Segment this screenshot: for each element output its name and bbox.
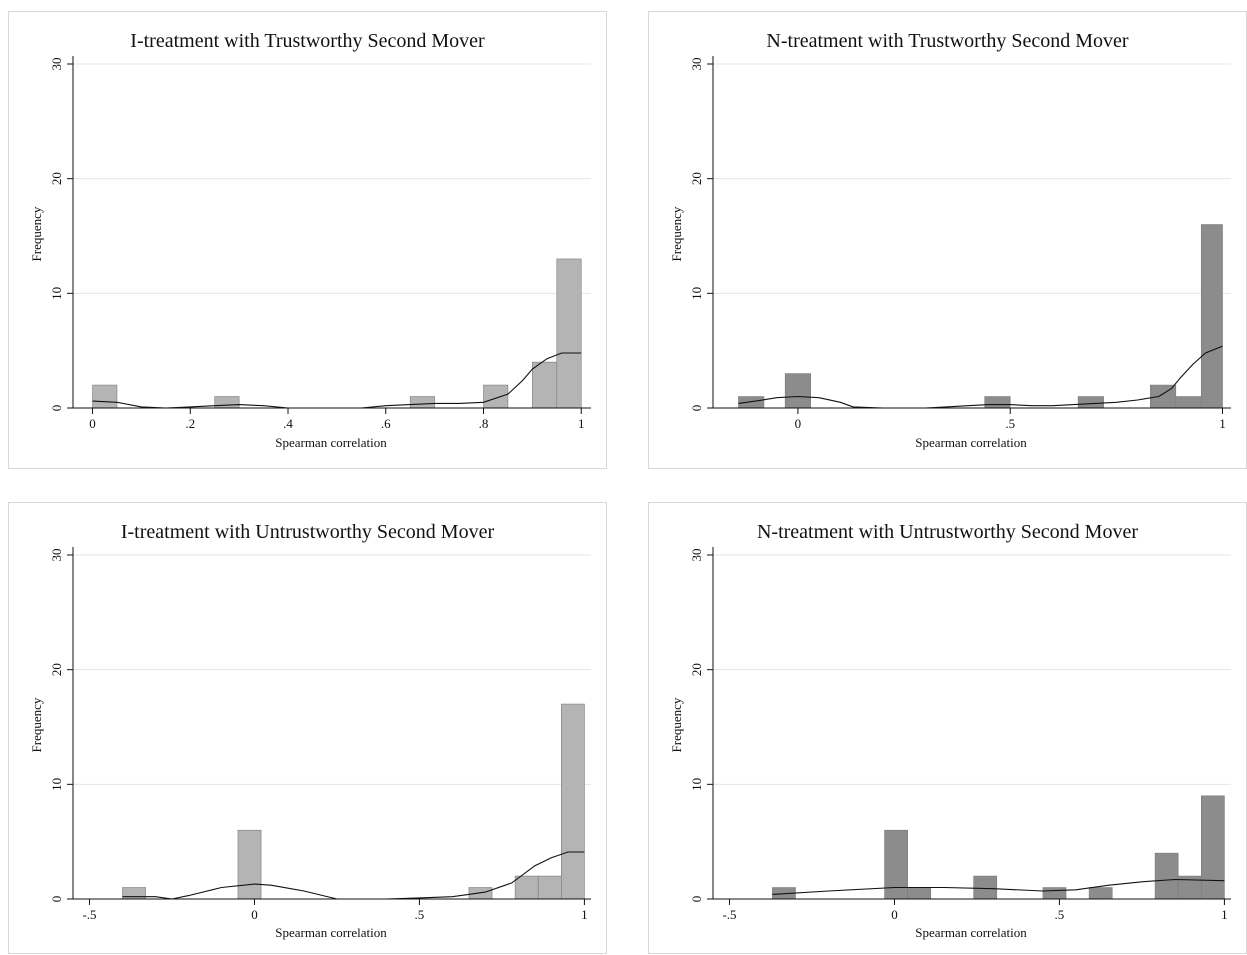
y-tick-label: 10 xyxy=(49,778,64,791)
histogram-panel-n-untrustworthy: N-treatment with Untrustworthy Second Mo… xyxy=(648,502,1247,954)
chart-title: I-treatment with Untrustworthy Second Mo… xyxy=(120,521,495,543)
y-tick-label: 0 xyxy=(49,405,64,412)
y-tick-label: 30 xyxy=(49,549,64,562)
histogram-bar xyxy=(237,829,262,900)
x-tick-label: 0 xyxy=(795,416,802,431)
histogram-bar xyxy=(1201,795,1225,900)
x-tick-label: 1 xyxy=(578,416,585,431)
y-axis-title: Frequency xyxy=(669,206,684,262)
y-tick-label: 20 xyxy=(49,663,64,676)
x-axis-title: Spearman correlation xyxy=(915,925,1027,940)
histogram-panel-i-untrustworthy: I-treatment with Untrustworthy Second Mo… xyxy=(8,502,607,954)
x-tick-label: 0 xyxy=(89,416,96,431)
x-tick-label: -.5 xyxy=(82,907,96,922)
histogram-plot: 0 10 20 30 -.5 0 .5 1 xyxy=(49,547,591,922)
x-tick-label: -.5 xyxy=(722,907,736,922)
y-tick-label: 30 xyxy=(689,58,704,71)
x-axis-title: Spearman correlation xyxy=(275,925,387,940)
x-tick-label: .5 xyxy=(1005,416,1015,431)
x-tick-label: .2 xyxy=(185,416,195,431)
histogram-bar xyxy=(409,396,435,409)
y-tick-label: 0 xyxy=(49,896,64,903)
histogram-bar xyxy=(984,396,1011,409)
histogram-panel-n-trustworthy: N-treatment with Trustworthy Second Move… xyxy=(648,11,1247,469)
histogram-bar xyxy=(784,373,811,409)
density-curve xyxy=(738,345,1223,409)
y-axis-title: Frequency xyxy=(29,697,44,753)
histogram-bar xyxy=(537,875,562,900)
y-axis-title: Frequency xyxy=(669,697,684,753)
histogram-bar xyxy=(561,703,585,900)
y-tick-label: 10 xyxy=(689,287,704,300)
y-tick-label: 20 xyxy=(689,663,704,676)
x-tick-label: .4 xyxy=(283,416,293,431)
x-tick-label: 0 xyxy=(891,907,898,922)
histogram-plot: 0 10 20 30 0 .5 1 xyxy=(689,56,1231,431)
histogram-bar xyxy=(214,396,240,409)
histogram-bar xyxy=(1200,224,1223,409)
histogram-bar xyxy=(556,258,582,409)
y-tick-label: 0 xyxy=(689,896,704,903)
histogram-bar xyxy=(907,887,932,900)
y-tick-label: 10 xyxy=(49,287,64,300)
histogram-bar xyxy=(973,875,998,900)
y-tick-label: 30 xyxy=(49,58,64,71)
y-tick-label: 20 xyxy=(49,172,64,185)
x-tick-label: 0 xyxy=(251,907,258,922)
x-tick-label: .5 xyxy=(1055,907,1065,922)
histogram-panel-i-trustworthy: I-treatment with Trustworthy Second Move… xyxy=(8,11,607,469)
histogram-bar xyxy=(1154,852,1179,900)
y-tick-label: 30 xyxy=(689,549,704,562)
histogram-plot: 0 10 20 30 0 .2 .4 .6 .8 1 xyxy=(49,56,591,431)
histogram-bar xyxy=(1042,887,1067,900)
chart-title: I-treatment with Trustworthy Second Move… xyxy=(130,30,485,52)
x-tick-label: 1 xyxy=(1219,416,1226,431)
x-tick-label: 1 xyxy=(581,907,588,922)
x-axis-title: Spearman correlation xyxy=(275,435,387,450)
x-tick-label: 1 xyxy=(1221,907,1228,922)
histogram-bar xyxy=(1077,396,1104,409)
histogram-bar xyxy=(1088,887,1113,900)
y-tick-label: 10 xyxy=(689,778,704,791)
histogram-bar xyxy=(122,887,146,900)
histogram-bar xyxy=(884,829,908,900)
histogram-bar xyxy=(514,875,539,900)
x-tick-label: .8 xyxy=(479,416,489,431)
histogram-bar xyxy=(1175,396,1202,409)
chart-title: N-treatment with Trustworthy Second Move… xyxy=(766,30,1129,52)
y-axis-title: Frequency xyxy=(29,206,44,262)
histogram-bar xyxy=(92,384,118,409)
x-tick-label: .5 xyxy=(415,907,425,922)
y-tick-label: 20 xyxy=(689,172,704,185)
histogram-bar xyxy=(738,396,765,409)
chart-title: N-treatment with Untrustworthy Second Mo… xyxy=(756,521,1139,543)
x-tick-label: .6 xyxy=(381,416,391,431)
x-axis-title: Spearman correlation xyxy=(915,435,1027,450)
histogram-bar xyxy=(532,361,558,409)
density-curve xyxy=(772,878,1225,895)
density-curve xyxy=(92,352,582,409)
histogram-plot: 0 10 20 30 -.5 0 .5 1 xyxy=(689,547,1231,922)
y-tick-label: 0 xyxy=(689,405,704,412)
histogram-bar xyxy=(483,384,509,409)
